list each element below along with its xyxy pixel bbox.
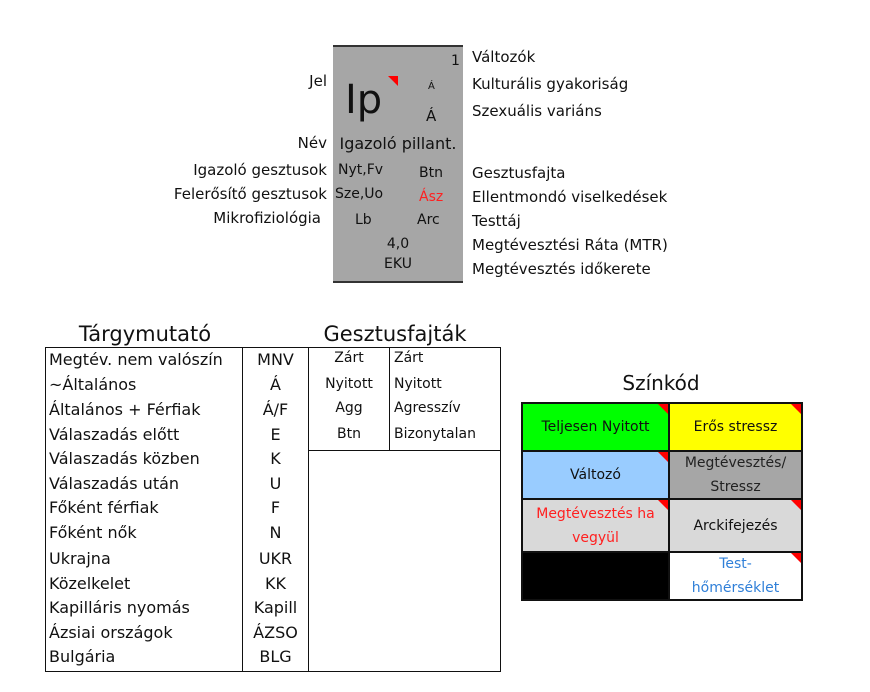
index-code: E — [270, 425, 281, 444]
color-swatch: Test- hőmérséklet — [669, 552, 802, 600]
card-sexual: Á — [426, 107, 437, 125]
card-gesture-type: Btn — [419, 165, 443, 181]
index-term: Általános + Férfiak — [49, 400, 201, 419]
comment-marker-icon — [658, 404, 668, 414]
index-term: Bulgária — [49, 647, 116, 666]
card-microphys: Lb — [355, 212, 372, 228]
label-igazolo: Igazoló gesztusok — [193, 161, 327, 179]
color-swatch-label: Erős stressz — [693, 419, 778, 435]
color-swatch-label: Arckifejezés — [693, 517, 778, 534]
divider — [242, 348, 243, 671]
color-swatch-label: Megtévesztés/ Stressz — [684, 455, 787, 495]
label-felerosito: Felerősítő gesztusok — [173, 185, 327, 203]
label-valtozok: Változók — [472, 48, 536, 66]
index-term: ~Általános — [49, 375, 137, 394]
color-swatch: Megtévesztés/ Stressz — [669, 451, 802, 499]
label-mtr: Megtévesztési Ráta (MTR) — [472, 236, 668, 254]
index-term: Megtév. nem valószín — [49, 350, 223, 369]
comment-marker-icon — [791, 553, 801, 563]
gesture-code: Zárt — [334, 350, 364, 366]
gestures-title: Gesztusfajták — [323, 322, 467, 346]
gesture-name: Nyitott — [394, 376, 442, 392]
gesture-code: Nyitott — [325, 376, 373, 392]
card-symbol: Ip — [345, 77, 383, 123]
color-swatch: Megtévesztés ha vegyül — [522, 499, 669, 552]
index-code: K — [270, 449, 281, 468]
index-code: KK — [265, 574, 286, 593]
index-code: ÁZSO — [253, 623, 298, 642]
label-jel: Jel — [309, 72, 327, 90]
index-term: Válaszadás előtt — [49, 425, 180, 444]
color-swatch-label: Változó — [570, 467, 621, 483]
gesture-name: Zárt — [394, 350, 424, 366]
comment-marker-icon — [388, 76, 398, 86]
index-code: F — [270, 498, 281, 517]
index-term: Válaszadás után — [49, 474, 180, 493]
card-number: 1 — [451, 53, 460, 69]
divider — [308, 348, 309, 671]
index-term: Főként férfiak — [49, 498, 159, 517]
color-swatch: Változó — [522, 451, 669, 499]
index-term: Kapilláris nyomás — [49, 598, 190, 617]
divider — [389, 348, 390, 450]
card-contradict: Ász — [419, 189, 444, 205]
color-swatch-label: Teljesen Nyitott — [541, 419, 650, 435]
label-nev: Név — [297, 134, 327, 152]
label-testtaj: Testtáj — [472, 212, 521, 230]
comment-marker-icon — [658, 452, 668, 462]
gesture-card: 1 Ip Á Á Igazoló pillant. Nyt,Fv Btn Sze… — [333, 45, 463, 283]
color-swatch: Teljesen Nyitott — [522, 403, 669, 451]
card-body-area: Arc — [417, 212, 440, 228]
index-code: Á — [270, 375, 281, 394]
index-code: U — [269, 474, 282, 493]
label-kulturalis: Kulturális gyakoriság — [472, 75, 629, 93]
index-code: BLG — [259, 647, 292, 666]
index-code: Á/F — [262, 400, 289, 419]
card-name: Igazoló pillant. — [339, 134, 457, 153]
index-term: Közelkelet — [49, 574, 131, 593]
label-idokeret: Megtévesztés időkerete — [472, 260, 651, 278]
label-mikro: Mikrofiziológia — [213, 209, 321, 227]
comment-marker-icon — [791, 404, 801, 414]
gesture-name: Agresszív — [394, 400, 461, 416]
index-code: Kapill — [253, 598, 298, 617]
color-swatch-label: Test- hőmérséklet — [691, 556, 780, 596]
index-term: Ázsiai országok — [49, 623, 173, 642]
comment-marker-icon — [658, 500, 668, 510]
comment-marker-icon — [791, 500, 801, 510]
index-code: MNV — [257, 350, 294, 369]
gesture-name: Bizonytalan — [394, 426, 476, 442]
index-code: N — [269, 523, 282, 542]
gesture-code: Agg — [335, 400, 363, 416]
label-gesztusfajta: Gesztusfajta — [472, 164, 566, 182]
label-ellentmondo: Ellentmondó viselkedések — [472, 188, 668, 206]
index-code: UKR — [258, 549, 293, 568]
color-swatch — [522, 552, 669, 600]
color-swatch-label: Megtévesztés ha vegyül — [536, 505, 655, 546]
colorcode-title: Színkód — [622, 371, 700, 395]
card-cultural: Á — [428, 81, 435, 92]
index-table: Megtév. nem valószín MNV ~Általános Á Általá… — [45, 347, 501, 672]
gesture-code: Btn — [337, 426, 361, 442]
label-szexualis: Szexuális variáns — [472, 102, 602, 120]
colorcode-grid: Teljesen Nyitott Erős stressz Változó Megté… — [521, 402, 803, 601]
divider — [308, 450, 500, 451]
card-mtr: 4,0 — [386, 236, 410, 252]
color-swatch: Erős stressz — [669, 403, 802, 451]
index-term: Főként nők — [49, 523, 137, 542]
card-confirm: Nyt,Fv — [338, 162, 384, 178]
color-swatch: Arckifejezés — [669, 499, 802, 552]
index-term: Ukrajna — [49, 549, 111, 568]
index-title: Tárgymutató — [78, 322, 212, 346]
card-amplify: Sze,Uo — [335, 186, 384, 202]
card-timeframe: EKU — [384, 256, 412, 272]
index-term: Válaszadás közben — [49, 449, 200, 468]
